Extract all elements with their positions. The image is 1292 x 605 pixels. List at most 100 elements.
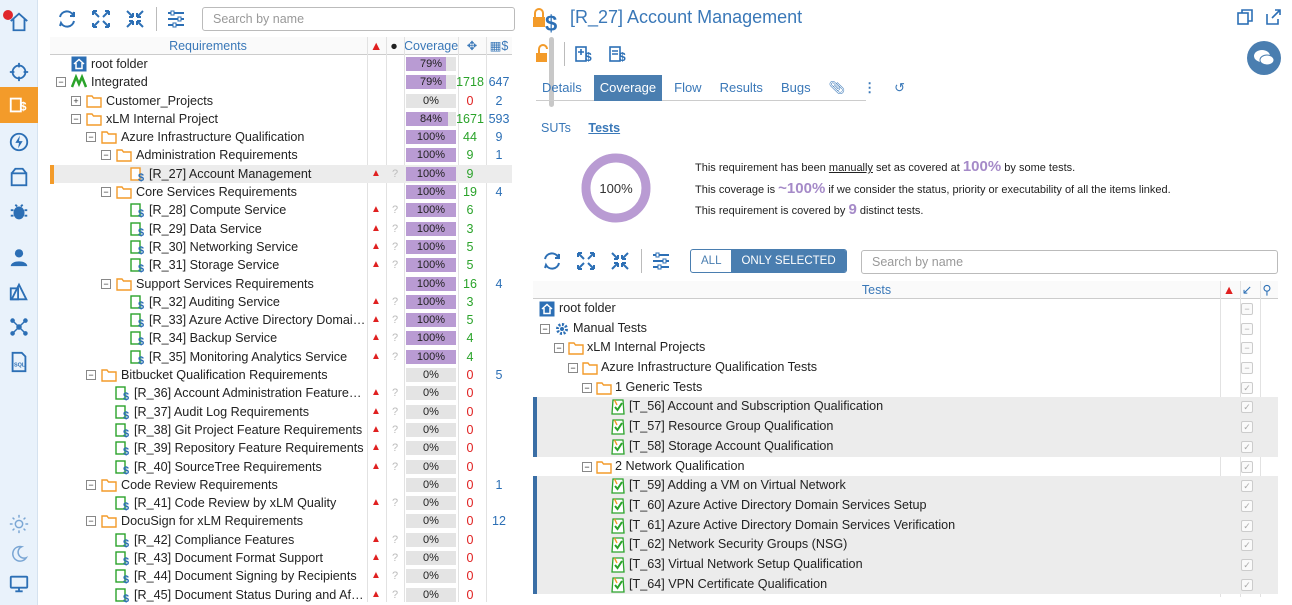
priority-column-icon[interactable]: ▲ [1222, 283, 1236, 297]
link-column-icon[interactable]: ↙ [1241, 283, 1253, 297]
copy-icon[interactable] [1236, 8, 1254, 26]
requirement-row[interactable]: $ [R_40] SourceTree Requirements ▲? 0% 0 [50, 458, 512, 477]
requirement-row[interactable]: − xLM Internal Project 84% 1671 593 [50, 110, 512, 128]
requirement-row[interactable]: $ [R_36] Account Administration Features … [50, 384, 512, 403]
test-row[interactable]: root folder − [533, 299, 1278, 319]
test-row[interactable]: [T_62] Network Security Groups (NSG) ✓ [533, 535, 1278, 555]
collapse-toggle-icon[interactable]: − [86, 479, 96, 490]
collapse-toggle-icon[interactable]: − [86, 516, 96, 527]
collapse-toggle-icon[interactable]: − [71, 113, 81, 124]
sql-icon[interactable]: SQL [5, 348, 33, 376]
collapse-toggle-icon[interactable]: − [86, 132, 96, 143]
collapse-toggle-icon[interactable]: − [582, 461, 592, 472]
requirements-column-header[interactable]: Requirements [169, 39, 247, 53]
filter-settings-icon[interactable] [648, 249, 674, 273]
collapse-toggle-icon[interactable]: − [86, 370, 96, 381]
test-row[interactable]: [T_61] Azure Active Directory Domain Ser… [533, 515, 1278, 536]
requirements-icon[interactable]: $ [0, 87, 38, 123]
requirement-row[interactable]: − DocuSign for xLM Requirements 0% 0 12 [50, 512, 512, 530]
link-checkbox[interactable]: ✓ [1241, 578, 1253, 591]
search-icon[interactable]: ⚲ [1262, 283, 1272, 297]
link-checkbox[interactable]: ✓ [1241, 558, 1253, 571]
requirement-row[interactable]: − Core Services Requirements 100% 19 4 [50, 183, 512, 201]
coverage-column-header[interactable]: Coverage [404, 39, 459, 53]
attachment-icon[interactable]: 📎︎ [828, 80, 846, 95]
requirement-row[interactable]: $ [R_34] Backup Service ▲? 100% 4 [50, 329, 512, 348]
chat-icon[interactable] [1247, 41, 1281, 75]
collapse-all-icon[interactable] [122, 7, 148, 31]
links-column-icon[interactable]: ✥ [466, 39, 478, 53]
link-checkbox[interactable]: − [1241, 362, 1253, 375]
crosshair-icon[interactable] [5, 58, 33, 86]
requirement-row[interactable]: $ [R_30] Networking Service ▲? 100% 5 [50, 238, 512, 257]
test-row[interactable]: − 2 Network Qualification ✓ [533, 457, 1278, 477]
requirement-row[interactable]: $ [R_33] Azure Active Directory Domain S…… [50, 311, 512, 330]
copy-requirement-icon[interactable]: $ [605, 42, 631, 66]
link-checkbox[interactable]: − [1241, 322, 1253, 335]
link-checkbox[interactable]: − [1241, 303, 1253, 315]
campaign-icon[interactable] [5, 163, 33, 191]
requirement-row[interactable]: − Support Services Requirements 100% 16 4 [50, 275, 512, 293]
collapse-toggle-icon[interactable]: − [568, 363, 578, 374]
link-checkbox[interactable]: ✓ [1241, 539, 1253, 552]
link-checkbox[interactable]: − [1241, 342, 1253, 355]
monitor-icon[interactable] [5, 570, 33, 598]
test-row[interactable]: − Azure Infrastructure Qualification Test… [533, 358, 1278, 378]
requirement-row[interactable]: $ [R_31] Storage Service ▲? 100% 5 [50, 256, 512, 275]
requirement-row[interactable]: $ [R_44] Document Signing by Recipients ▲?… [50, 567, 512, 586]
share-icon[interactable] [1264, 8, 1282, 26]
sun-icon[interactable] [5, 510, 33, 538]
subtab-suts[interactable]: SUTs [541, 121, 571, 135]
tab-flow[interactable]: Flow [674, 80, 702, 95]
add-requirement-icon[interactable]: $ [571, 42, 597, 66]
tree-scrollbar[interactable] [549, 37, 554, 107]
requirement-row[interactable]: $ [R_29] Data Service ▲? 100% 3 [50, 220, 512, 239]
expand-all-icon[interactable] [573, 249, 599, 273]
requirement-row[interactable]: − Bitbucket Qualification Requirements 0% 0… [50, 366, 512, 384]
link-checkbox[interactable]: ✓ [1241, 381, 1253, 394]
collapse-toggle-icon[interactable]: − [101, 187, 111, 198]
network-icon[interactable] [5, 313, 33, 341]
filter-only-selected-button[interactable]: ONLY SELECTED [731, 250, 846, 272]
subtab-tests[interactable]: Tests [588, 121, 621, 135]
requirement-row[interactable]: root folder 79% [50, 55, 512, 73]
expand-toggle-icon[interactable]: + [71, 95, 81, 106]
tab-coverage[interactable]: Coverage [593, 75, 663, 101]
requirement-row[interactable]: $ [R_35] Monitoring Analytics Service ▲? 10… [50, 348, 512, 367]
collapse-toggle-icon[interactable]: − [101, 150, 111, 161]
test-row[interactable]: − xLM Internal Projects − [533, 338, 1278, 358]
requirement-row[interactable]: $ [R_42] Compliance Features ▲? 0% 0 [50, 531, 512, 550]
link-checkbox[interactable]: ✓ [1241, 460, 1253, 473]
requirement-row[interactable]: − Administration Requirements 100% 9 1 [50, 146, 512, 164]
test-row[interactable]: − Manual Tests − [533, 319, 1278, 339]
requirement-row[interactable]: $ [R_28] Compute Service ▲? 100% 6 [50, 201, 512, 220]
test-row[interactable]: [T_57] Resource Group Qualification ✓ [533, 417, 1278, 437]
test-row[interactable]: [T_56] Account and Subscription Qualific… [533, 397, 1278, 418]
test-row[interactable]: [T_60] Azure Active Directory Domain Ser… [533, 495, 1278, 516]
test-row[interactable]: [T_64] VPN Certificate Qualification ✓ [533, 574, 1278, 595]
link-checkbox[interactable]: ✓ [1241, 440, 1253, 453]
requirement-count-column-icon[interactable]: ▦$ [489, 39, 509, 53]
requirement-row[interactable]: $ [R_39] Repository Feature Requirements ▲… [50, 439, 512, 458]
tab-bugs[interactable]: Bugs [780, 80, 811, 95]
user-icon[interactable] [5, 243, 33, 271]
requirement-row[interactable]: $ [R_37] Audit Log Requirements ▲? 0% 0 [50, 403, 512, 422]
collapse-toggle-icon[interactable]: − [56, 77, 66, 88]
sync-icon[interactable] [54, 7, 80, 31]
requirement-row[interactable]: $ [R_45] Document Status During and After… [50, 586, 512, 605]
moon-icon[interactable] [5, 540, 33, 568]
collapse-toggle-icon[interactable]: − [101, 278, 111, 289]
requirement-row[interactable]: − Code Review Requirements 0% 0 1 [50, 476, 512, 494]
expand-all-icon[interactable] [88, 7, 114, 31]
test-row[interactable]: [T_59] Adding a VM on Virtual Network ✓ [533, 476, 1278, 496]
tab-results[interactable]: Results [719, 80, 763, 95]
tab-details[interactable]: Details [542, 80, 582, 95]
test-row[interactable]: − 1 Generic Tests ✓ [533, 378, 1278, 398]
link-checkbox[interactable]: ✓ [1241, 499, 1253, 512]
test-row[interactable]: [T_58] Storage Account Qualification ✓ [533, 436, 1278, 457]
requirement-row[interactable]: + Customer_Projects 0% 0 2 [50, 92, 512, 110]
unlock-icon[interactable] [530, 42, 556, 66]
link-checkbox[interactable]: ✓ [1241, 421, 1253, 434]
bug-icon[interactable] [5, 198, 33, 226]
link-checkbox[interactable]: ✓ [1241, 519, 1253, 532]
